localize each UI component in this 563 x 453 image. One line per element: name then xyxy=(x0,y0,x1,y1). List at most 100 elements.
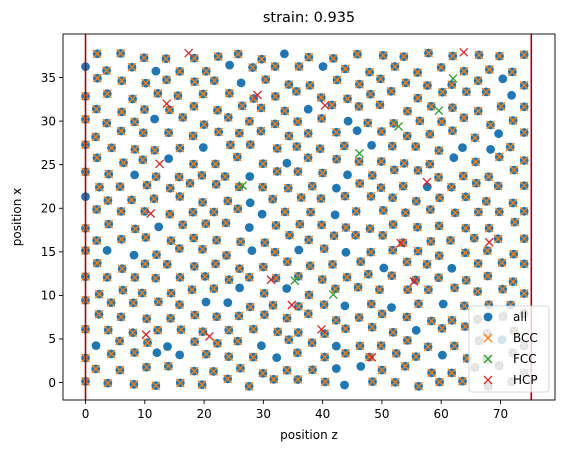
bcc-point xyxy=(378,50,388,60)
bcc-point xyxy=(201,219,211,229)
bcc-point xyxy=(459,66,469,76)
bcc-point xyxy=(473,286,483,296)
bcc-point xyxy=(189,101,199,111)
bcc-point xyxy=(317,113,327,123)
all-point xyxy=(175,350,185,360)
bcc-point xyxy=(116,48,126,58)
bcc-point xyxy=(104,219,114,229)
bcc-point xyxy=(284,131,294,141)
bcc-point xyxy=(269,374,279,384)
bcc-point xyxy=(189,366,199,376)
bcc-point xyxy=(166,288,176,298)
bcc-point xyxy=(106,349,116,359)
bcc-point xyxy=(164,128,174,138)
bcc-point xyxy=(115,365,125,375)
bcc-point xyxy=(352,49,362,59)
bcc-point xyxy=(198,327,208,337)
bcc-point xyxy=(414,381,424,391)
bcc-point xyxy=(387,271,397,281)
y-axis-label: position x xyxy=(10,188,24,246)
bcc-point xyxy=(270,247,280,257)
bcc-point xyxy=(273,327,283,337)
bcc-point xyxy=(505,142,515,152)
bcc-point xyxy=(448,51,458,61)
bcc-point xyxy=(413,68,423,77)
bcc-point xyxy=(129,379,139,389)
legend: all BCC FCC HCP xyxy=(468,305,550,393)
bcc-point xyxy=(375,100,385,110)
bcc-point xyxy=(435,193,445,203)
bcc-point xyxy=(366,191,376,201)
bcc-point xyxy=(257,54,267,64)
all-point xyxy=(257,209,267,219)
bcc-point xyxy=(307,181,317,191)
bcc-point xyxy=(387,141,397,151)
bcc-point xyxy=(176,325,186,335)
bcc-point xyxy=(389,165,399,175)
bcc-point xyxy=(389,118,399,128)
bcc-point xyxy=(484,223,494,233)
legend-marker xyxy=(483,333,493,343)
bcc-point xyxy=(423,285,433,295)
bcc-point xyxy=(197,380,207,390)
bcc-point xyxy=(173,91,183,101)
bcc-point xyxy=(399,158,409,168)
bcc-point xyxy=(296,193,306,202)
bcc-point xyxy=(248,324,258,334)
bcc-point xyxy=(163,361,173,371)
bcc-point xyxy=(331,315,341,325)
bcc-point xyxy=(130,348,139,358)
bcc-point xyxy=(328,53,338,63)
bcc-point xyxy=(153,297,163,307)
bcc-point xyxy=(270,119,280,129)
bcc-point xyxy=(140,206,150,216)
all-point xyxy=(356,362,366,371)
bcc-point xyxy=(401,208,410,218)
bcc-point xyxy=(224,352,234,362)
bcc-point xyxy=(320,377,330,387)
bcc-point xyxy=(117,107,127,117)
bcc-point xyxy=(118,285,128,295)
legend-label: HCP xyxy=(513,373,538,387)
bcc-point xyxy=(268,194,278,204)
x-tick-label: 60 xyxy=(434,407,449,421)
bcc-point xyxy=(221,218,231,228)
bcc-point xyxy=(319,300,329,310)
bcc-point xyxy=(519,50,529,60)
bcc-point xyxy=(317,275,327,284)
bcc-point xyxy=(213,52,223,61)
bcc-point xyxy=(92,49,102,59)
bcc-point xyxy=(471,157,481,167)
bcc-point xyxy=(260,238,270,248)
bcc-point xyxy=(102,66,112,75)
bcc-point xyxy=(319,244,329,254)
bcc-point xyxy=(315,144,325,154)
bcc-point xyxy=(308,365,317,375)
bcc-point xyxy=(461,275,471,285)
bcc-point xyxy=(162,259,172,269)
bcc-point xyxy=(292,348,302,358)
bcc-point xyxy=(391,348,401,358)
chart-title: strain: 0.935 xyxy=(263,10,355,26)
all-point xyxy=(244,223,254,232)
bcc-point xyxy=(412,222,422,232)
bcc-point xyxy=(270,62,280,71)
bcc-point xyxy=(388,245,398,255)
bcc-point xyxy=(376,74,385,84)
all-point xyxy=(294,245,304,255)
bcc-point xyxy=(494,152,504,162)
bcc-point xyxy=(508,198,518,208)
bcc-point xyxy=(398,181,408,191)
hcp-point xyxy=(141,330,151,340)
bcc-point xyxy=(128,94,138,104)
bcc-point xyxy=(459,301,469,311)
bcc-point xyxy=(519,259,529,269)
bcc-point xyxy=(402,257,412,267)
bcc-point xyxy=(220,172,230,182)
bcc-point xyxy=(116,312,126,322)
bcc-point xyxy=(306,207,316,217)
all-point xyxy=(129,250,139,260)
all-point xyxy=(343,170,352,180)
all-point xyxy=(247,246,257,256)
bcc-point xyxy=(447,315,457,325)
